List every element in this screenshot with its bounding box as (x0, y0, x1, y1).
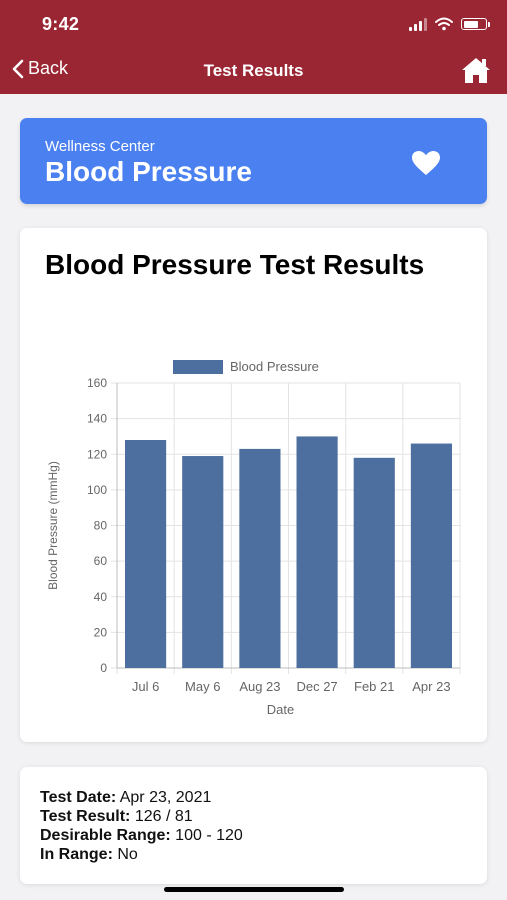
test-result-row: Test Result: 126 / 81 (40, 807, 243, 826)
y-tick-label: 100 (87, 483, 107, 497)
back-label: Back (28, 58, 69, 78)
y-tick-label: 160 (87, 376, 107, 390)
banner-title: Blood Pressure (45, 156, 252, 187)
bar-apr-23 (410, 443, 452, 668)
x-tick-label: Apr 23 (412, 679, 450, 694)
bar-feb-21 (353, 457, 395, 668)
bar-may-6 (182, 456, 224, 668)
bar-dec-27 (296, 436, 338, 668)
chart-card: Blood Pressure Test Results 0 20 40 60 80 100… (20, 228, 487, 742)
status-icons (409, 15, 490, 33)
wifi-icon (435, 17, 453, 31)
chart-heading: Blood Pressure Test Results (45, 249, 425, 280)
test-date-value: Apr 23, 2021 (119, 789, 212, 806)
in-range-row: In Range: No (40, 845, 243, 864)
test-date-label: Test Date: (40, 789, 117, 806)
bar-jul-6 (125, 440, 167, 668)
battery-icon (461, 18, 490, 30)
in-range-value: No (117, 846, 138, 863)
y-tick-label: 140 (87, 412, 107, 426)
desirable-range-row: Desirable Range: 100 - 120 (40, 826, 243, 845)
desirable-range-label: Desirable Range: (40, 827, 171, 844)
y-axis-title: Blood Pressure (mmHg) (46, 461, 60, 590)
legend-label: Blood Pressure (230, 359, 319, 374)
status-time: 9:42 (42, 14, 80, 34)
page-title: Test Results (203, 61, 304, 80)
legend-swatch (173, 360, 223, 374)
home-icon[interactable] (461, 56, 491, 84)
cellular-signal-icon (409, 17, 427, 31)
y-tick-label: 20 (94, 625, 108, 639)
test-result-value: 126 / 81 (134, 808, 193, 825)
in-range-label: In Range: (40, 846, 113, 863)
y-tick-label: 120 (87, 447, 107, 461)
y-tick-label: 40 (94, 590, 108, 604)
x-tick-label: May 6 (185, 679, 220, 694)
home-indicator (164, 887, 344, 892)
x-axis-title: Date (267, 702, 294, 717)
y-tick-label: 80 (94, 519, 108, 533)
test-result-label: Test Result: (40, 808, 131, 825)
wellness-banner: Wellness Center Blood Pressure (20, 118, 487, 204)
x-tick-label: Aug 23 (239, 679, 280, 694)
y-tick-label: 0 (100, 661, 107, 675)
test-date-row: Test Date: Apr 23, 2021 (40, 788, 243, 807)
x-tick-label: Feb 21 (354, 679, 394, 694)
result-details-card: Test Date: Apr 23, 2021 Test Result: 126… (20, 767, 487, 884)
x-tick-label: Jul 6 (132, 679, 159, 694)
blood-pressure-chart: 0 20 40 60 80 100 120 140 160 Jul 6 May 6 Aug 23 Dec… (46, 359, 461, 717)
desirable-range-value: 100 - 120 (175, 827, 243, 844)
heart-icon[interactable] (411, 150, 441, 176)
bar-aug-23 (239, 448, 281, 668)
banner-subtitle: Wellness Center (45, 138, 155, 155)
back-button[interactable]: Back (12, 58, 68, 79)
chevron-left-icon (12, 59, 24, 78)
nav-bar: 9:42 Back Test Results (0, 0, 507, 94)
y-tick-label: 60 (94, 554, 108, 568)
x-tick-label: Dec 27 (296, 679, 337, 694)
